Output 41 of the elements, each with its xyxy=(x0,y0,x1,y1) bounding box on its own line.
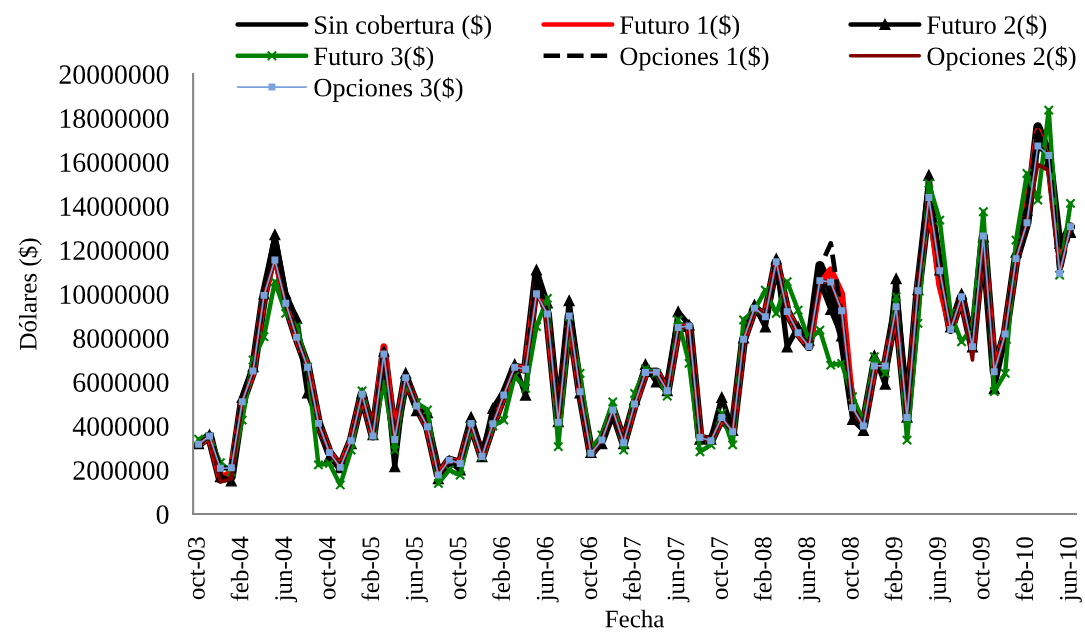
y-tick-label: 6000000 xyxy=(73,373,169,392)
x-tick-label: feb-04 xyxy=(230,536,249,601)
x-tick-label: oct-04 xyxy=(318,536,336,600)
x-tick-label: feb-07 xyxy=(622,536,641,601)
y-tick-label: 16000000 xyxy=(60,153,169,172)
x-tick-label: feb-09 xyxy=(884,537,903,601)
y-tick-label: 4000000 xyxy=(72,417,169,436)
x-tick-label: oct-03 xyxy=(187,537,205,600)
legend-label: Opciones 2($) xyxy=(927,45,1076,71)
x-tick-label: oct-06 xyxy=(580,536,598,600)
x-tick-label: jun-05 xyxy=(405,537,428,603)
legend-label: Sin cobertura ($) xyxy=(315,14,491,40)
y-tick-label: 20000000 xyxy=(59,65,169,84)
y-tick-label: 2000000 xyxy=(73,461,169,480)
x-tick-label: oct-07 xyxy=(711,536,729,600)
legend-label: Futuro 2($) xyxy=(927,14,1047,40)
y-tick-label: 12000000 xyxy=(60,241,169,260)
x-tick-label: jun-07 xyxy=(667,536,690,603)
x-tick-label: jun-06 xyxy=(536,536,559,603)
legend-label: Futuro 3($) xyxy=(314,45,434,71)
legend-label: Futuro 1($) xyxy=(620,14,740,40)
x-tick-label: jun-08 xyxy=(798,537,821,603)
x-axis-title: Fecha xyxy=(605,609,665,628)
x-tick-label: jun-04 xyxy=(275,536,298,603)
y-tick-label: 14000000 xyxy=(60,197,169,216)
x-tick-label: feb-05 xyxy=(361,537,380,601)
x-tick-label: oct-09 xyxy=(972,537,990,600)
x-tick-label: oct-08 xyxy=(841,537,859,600)
y-tick-label: 10000000 xyxy=(60,285,169,304)
y-tick-label: 18000000 xyxy=(60,109,169,128)
legend-label: Opciones 1($) xyxy=(620,45,769,71)
y-tick-label: 8000000 xyxy=(73,329,169,348)
y-axis-title: Dólares ($) xyxy=(18,238,42,350)
x-tick-label: feb-10 xyxy=(1015,537,1034,601)
x-tick-label: jun-10 xyxy=(1059,537,1082,603)
legend-label: Opciones 3($) xyxy=(314,77,463,102)
x-tick-label: oct-05 xyxy=(449,537,467,600)
x-tick-label: jun-09 xyxy=(929,537,952,603)
y-tick-label: 0 xyxy=(156,505,169,524)
x-tick-label: feb-06 xyxy=(492,536,511,601)
x-tick-label: feb-08 xyxy=(753,537,772,601)
